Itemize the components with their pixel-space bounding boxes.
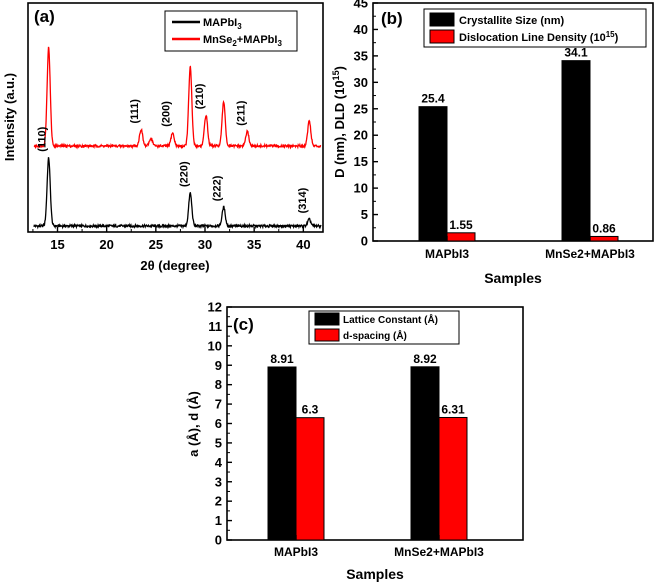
bar-value-label: 25.4: [421, 92, 445, 106]
category-label: MnSe2+MAPbI3: [394, 545, 484, 559]
panel-b-bars: 25.4 1.55 34.1 0.86: [418, 46, 619, 242]
bar-d-spacing-mapbi3: [295, 417, 325, 541]
panel-b-label: (b): [381, 9, 403, 28]
x-tick-label: 40: [296, 237, 310, 252]
panel-c-x-axis-label: Samples: [346, 566, 404, 582]
y-tick-label: 40: [354, 22, 368, 37]
panel-a-label: (a): [34, 7, 55, 26]
y-tick-label: 20: [354, 128, 368, 143]
y-tick-label: 2: [215, 494, 222, 509]
y-tick-label: 9: [215, 358, 222, 373]
bar-value-label: 8.91: [270, 352, 294, 366]
y-tick-label: 3: [215, 474, 222, 489]
panel-a-legend: MAPbI3 MnSe2+MAPbI3: [164, 10, 298, 52]
peak-annotation: (110): [37, 126, 49, 151]
panel-b-categories: MAPbI3 MnSe2+MAPbI3: [425, 236, 635, 261]
x-tick-label: 20: [99, 237, 113, 252]
panel-a-plot-frame: [27, 2, 324, 233]
bar-d-spacing-mnse2-mapbi3: [438, 416, 468, 541]
category-label: MAPbI3: [274, 545, 318, 559]
panel-a-x-ticks: 15 20 25 30 35 40: [32, 227, 311, 252]
peak-annotation: (220): [178, 161, 190, 187]
panel-c-categories: MAPbI3 MnSe2+MAPbI3: [274, 535, 484, 559]
bar-dislocation-line-density-10-mapbi3: [446, 232, 476, 242]
legend-label-d-spacing: d-spacing (Å): [343, 329, 407, 342]
y-tick-label: 1: [215, 513, 222, 528]
legend-label-mapbi3: MAPbI3: [203, 17, 242, 31]
panel-a-peak-annotations: (110) (220) (222) (314) (111) (200) (210) (211): [37, 83, 310, 213]
legend-swatch-lattice-constant: [314, 312, 340, 326]
y-tick-label: 5: [361, 207, 368, 222]
peak-annotation: (111): [129, 99, 141, 124]
y-tick-label: 8: [215, 377, 222, 392]
legend-label-dislocation-density: Dislocation Line Density (1015): [459, 30, 619, 44]
bar-value-label: 8.92: [413, 352, 437, 366]
y-tick-label: 11: [208, 319, 222, 334]
y-tick-label: 30: [354, 75, 368, 90]
y-tick-label: 35: [354, 48, 368, 63]
bar-crystallite-size-nm-mapbi3: [418, 106, 448, 242]
panel-a-y-axis-label: Intensity (a.u.): [2, 73, 17, 161]
legend-swatch-dislocation-density: [429, 29, 455, 44]
panel-c-legend: Lattice Constant (Å) d-spacing (Å): [308, 310, 460, 345]
panel-a-traces: [33, 46, 322, 230]
panel-b-legend: Crystallite Size (nm) Dislocation Line D…: [423, 8, 647, 48]
panel-b-y-axis-label: D (nm), DLD (1015): [331, 66, 347, 178]
category-label: MAPbI3: [425, 247, 469, 261]
panel-a-legend-box: [164, 10, 298, 52]
legend-swatch-crystallite-size: [429, 12, 455, 27]
bar-lattice-constant-mnse2-mapbi3: [410, 366, 440, 541]
panel-b-x-axis-label: Samples: [484, 270, 542, 286]
legend-label-mnse2-mapbi3: MnSe2+MAPbI3: [203, 34, 282, 48]
bar-value-label: 6.3: [302, 403, 319, 417]
legend-label-crystallite-size: Crystallite Size (nm): [459, 15, 564, 27]
legend-label-lattice-constant: Lattice Constant (Å): [343, 313, 438, 326]
peak-annotation: (200): [161, 101, 173, 127]
y-tick-label: 12: [208, 300, 222, 315]
panel-b-y-ticks: 0 5 10 15 20 25 30 35 40 45: [354, 0, 378, 249]
bar-value-label: 6.31: [441, 402, 465, 416]
peak-annotation: (314): [297, 187, 309, 213]
y-tick-label: 0: [215, 533, 222, 548]
y-tick-label: 45: [354, 0, 368, 11]
y-tick-label: 0: [361, 234, 368, 249]
x-tick-label: 25: [149, 237, 163, 252]
y-tick-label: 10: [354, 181, 368, 196]
y-tick-label: 10: [208, 338, 222, 353]
peak-annotation: (211): [235, 100, 247, 125]
panel-c-bars: 8.91 6.3 8.92 6.31: [267, 352, 468, 541]
x-tick-label: 35: [247, 237, 261, 252]
panel-b-legend-box: [423, 8, 647, 48]
x-tick-label: 15: [50, 237, 64, 252]
x-tick-label: 30: [198, 237, 212, 252]
bar-crystallite-size-nm-mnse2-mapbi3: [561, 60, 591, 242]
bar-value-label: 1.55: [449, 218, 473, 232]
legend-swatch-d-spacing: [314, 328, 340, 342]
bar-lattice-constant-mapbi3: [267, 366, 297, 541]
bar-dislocation-line-density-10-mnse2-mapbi3: [589, 235, 619, 242]
panel-a-xrd-chart: (a) 15 20 25 30 35 40 (110)(220)(222) (314)(11…: [2, 2, 324, 273]
peak-annotation: (222): [212, 175, 224, 201]
peak-annotation: (210): [194, 83, 206, 109]
category-label: MnSe2+MAPbI3: [545, 247, 635, 261]
trace-mnse2-mapbi3: [33, 46, 322, 150]
bar-value-label: 0.86: [592, 221, 616, 235]
y-tick-label: 5: [215, 435, 222, 450]
panel-c-y-axis-label: a (Å), d (Å): [186, 391, 201, 457]
y-tick-label: 4: [215, 455, 223, 470]
trace-mapbi3: [33, 157, 322, 230]
panel-c-label: (c): [233, 315, 254, 334]
y-tick-label: 25: [354, 101, 368, 116]
panel-a-x-axis-label: 2θ (degree): [140, 258, 209, 273]
y-tick-label: 15: [354, 154, 368, 169]
bar-value-label: 34.1: [564, 46, 588, 60]
y-tick-label: 6: [215, 416, 222, 431]
y-tick-label: 7: [215, 397, 222, 412]
